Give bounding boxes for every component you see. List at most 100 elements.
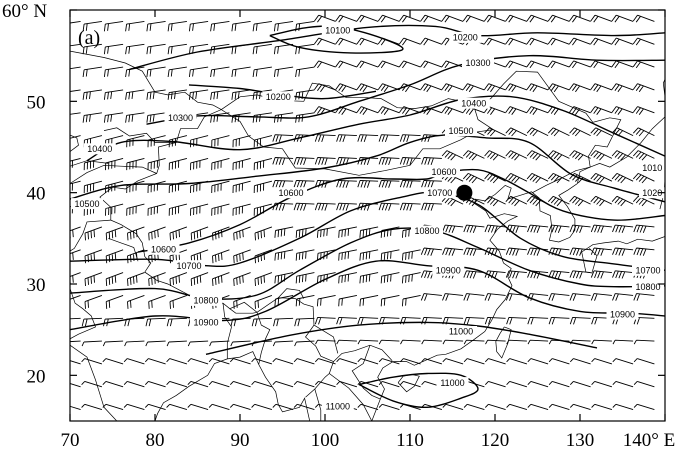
contour-label: 11000 <box>440 378 464 388</box>
wind-barb <box>127 272 145 287</box>
wind-barb <box>272 157 294 166</box>
wind-barb <box>612 247 634 256</box>
wind-barb <box>611 172 634 184</box>
wind-barb <box>70 20 81 24</box>
wind-barb <box>70 43 81 47</box>
wind-barb <box>611 83 634 93</box>
wind-barb <box>124 340 145 347</box>
wind-barb <box>336 339 357 345</box>
wind-barb <box>210 112 230 123</box>
wind-barb <box>336 179 357 188</box>
country-border <box>351 345 381 400</box>
wind-barb <box>506 380 528 388</box>
wind-barb <box>527 316 549 325</box>
wind-barb <box>612 224 634 233</box>
wind-barb <box>187 380 209 388</box>
contour-label-bg <box>411 225 443 237</box>
wind-barb <box>569 14 591 23</box>
wind-barb <box>401 272 421 284</box>
wind-barb <box>400 339 421 345</box>
wind-barb <box>103 43 124 55</box>
wind-barb <box>548 224 570 233</box>
wind-barb <box>70 405 81 411</box>
wind-barb <box>463 224 485 233</box>
wind-barb <box>315 339 336 345</box>
wind-barb <box>335 37 358 46</box>
wind-barb <box>463 403 485 411</box>
wind-barb <box>335 83 358 93</box>
wind-barb <box>294 340 315 347</box>
wind-barb <box>81 380 103 388</box>
contour-label: 10700 <box>635 266 660 276</box>
wind-barb <box>126 203 145 216</box>
wind-barb <box>102 380 124 388</box>
wind-barb <box>231 89 251 100</box>
contour-label-bg <box>639 162 665 174</box>
contour-label: 10400 <box>87 144 112 154</box>
contour-label-bg <box>632 281 664 293</box>
wind-barb <box>272 380 294 388</box>
country-border <box>222 303 232 359</box>
wind-barb <box>611 127 634 137</box>
wind-barb <box>632 60 655 69</box>
wind-barb <box>633 339 655 345</box>
contour-label-bg <box>321 24 354 36</box>
wind-barb <box>399 106 421 115</box>
wind-barb <box>612 380 634 388</box>
wind-barb <box>462 150 485 161</box>
wind-barb <box>590 150 613 161</box>
wind-barb <box>590 270 612 279</box>
wind-barb <box>377 60 400 69</box>
wind-barb <box>505 270 527 279</box>
wind-barb <box>548 403 570 411</box>
contour-label-bg <box>190 294 222 306</box>
wind-barb <box>145 340 166 347</box>
wind-barb <box>229 358 251 365</box>
wind-barb <box>632 172 655 184</box>
wind-barb <box>633 358 655 365</box>
wind-barb <box>168 135 188 148</box>
wind-barb <box>212 249 230 264</box>
wind-barb <box>591 339 612 345</box>
wind-barb <box>632 150 655 161</box>
wind-barb <box>70 249 81 262</box>
wind-barb <box>294 317 315 327</box>
wind-barb <box>590 37 613 46</box>
wind-barb <box>399 134 421 143</box>
wind-barb <box>463 293 485 301</box>
country-border <box>70 288 96 340</box>
wind-barb <box>356 37 379 46</box>
wind-barb <box>147 203 166 216</box>
wind-barb <box>231 112 251 123</box>
wind-barb <box>527 247 549 256</box>
wind-barb <box>569 316 591 325</box>
wind-barb <box>463 316 485 325</box>
wind-barb <box>232 180 251 194</box>
contour-label-bg <box>173 260 205 272</box>
wind-barb <box>70 112 81 115</box>
wind-barb <box>548 293 570 301</box>
wind-barb <box>293 358 315 365</box>
wind-barb <box>377 83 400 93</box>
wind-barb <box>252 20 272 32</box>
wind-barb <box>484 172 506 184</box>
wind-barb <box>212 272 230 287</box>
map-frame <box>69 9 666 422</box>
wind-barb <box>484 83 506 93</box>
coastline <box>70 344 118 421</box>
wind-barb <box>527 224 549 233</box>
wind-barb <box>399 37 421 46</box>
wind-barb <box>293 380 315 388</box>
wind-barb <box>253 135 273 148</box>
wind-barb <box>590 195 613 207</box>
wind-barb <box>611 14 634 23</box>
wind-barb <box>295 226 315 238</box>
wind-barb <box>82 20 102 32</box>
contour-10300 <box>146 54 665 125</box>
wind-barb <box>83 157 103 171</box>
wind-barb <box>166 380 188 388</box>
wind-barb <box>590 224 612 233</box>
wind-barb <box>526 60 549 69</box>
contour-label-bg <box>164 112 197 124</box>
wind-barb <box>70 135 81 139</box>
